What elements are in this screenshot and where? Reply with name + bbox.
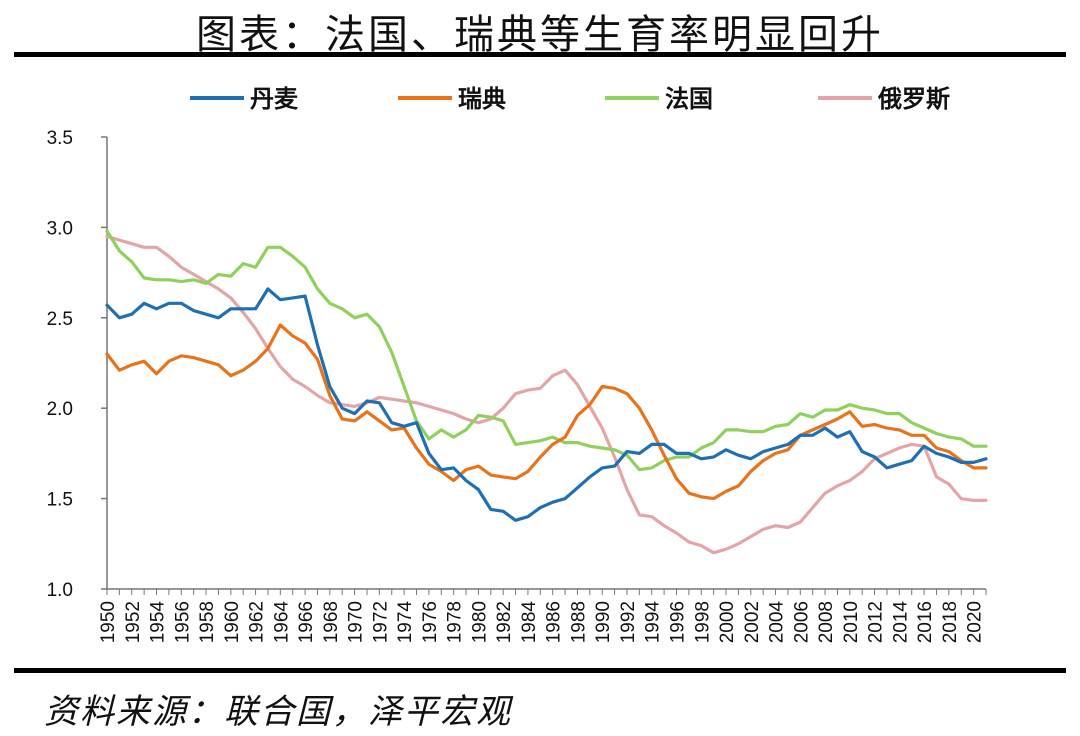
x-tick-label: 1974 xyxy=(395,601,416,644)
x-tick-label: 2014 xyxy=(890,601,911,644)
x-tick-label: 1966 xyxy=(296,601,317,643)
x-tick-label: 2010 xyxy=(841,601,862,643)
legend-item: 俄罗斯 xyxy=(818,85,950,113)
x-tick-label: 1976 xyxy=(420,601,441,643)
x-tick-label: 1970 xyxy=(346,601,367,643)
x-tick-label: 1986 xyxy=(544,601,565,643)
legend-label: 法国 xyxy=(665,85,713,113)
x-tick-label: 1960 xyxy=(222,601,243,643)
legend-item: 丹麦 xyxy=(190,85,299,113)
x-tick-label: 1972 xyxy=(370,601,391,643)
x-tick-label: 1956 xyxy=(172,601,193,643)
top-rule xyxy=(14,52,1066,57)
x-tick-label: 2002 xyxy=(742,601,763,643)
x-tick-label: 1980 xyxy=(469,601,490,643)
x-tick-label: 1994 xyxy=(643,601,664,644)
line-chart: 丹麦 瑞典 法国 俄罗斯 1.0 1.5 2.0 2.5 3.0 3.5 1950 1952 1954… xyxy=(47,85,988,644)
x-tick-label: 1990 xyxy=(593,601,614,643)
y-tick-label: 1.0 xyxy=(47,580,73,601)
x-tick-label: 1998 xyxy=(692,601,713,643)
y-tick-label: 3.0 xyxy=(47,218,73,239)
legend-label: 俄罗斯 xyxy=(877,85,950,113)
series-line-瑞典 xyxy=(105,323,988,501)
legend-label: 丹麦 xyxy=(250,85,299,113)
y-tick-label: 3.5 xyxy=(47,128,73,149)
x-tick-label: 2016 xyxy=(915,601,936,643)
x-tick-label: 1982 xyxy=(494,601,515,643)
bottom-rule xyxy=(14,668,1066,673)
x-tick-label: 2006 xyxy=(791,601,812,643)
chart-title: 图表：法国、瑞典等生育率明显回升 xyxy=(196,12,884,58)
series-line-俄罗斯 xyxy=(105,234,988,555)
x-tick-label: 2012 xyxy=(866,601,887,643)
legend-label: 瑞典 xyxy=(458,85,506,113)
x-tick-label: 2008 xyxy=(816,601,837,643)
series-layer xyxy=(105,229,988,555)
y-tick-label: 2.5 xyxy=(47,309,73,330)
legend-item: 瑞典 xyxy=(398,85,506,113)
x-tick-label: 1950 xyxy=(98,601,119,643)
x-tick-label: 1952 xyxy=(123,601,144,643)
x-tick-label: 2018 xyxy=(940,601,961,643)
x-tick-label: 1968 xyxy=(321,601,342,643)
series-line-丹麦 xyxy=(105,287,988,522)
x-tick-label: 1954 xyxy=(148,601,169,644)
x-tick-label: 2000 xyxy=(717,601,738,643)
x-tick-label: 1996 xyxy=(667,601,688,643)
x-tick-label: 1992 xyxy=(618,601,639,643)
x-tick-label: 1984 xyxy=(519,601,540,644)
x-tick-label: 1958 xyxy=(197,601,218,643)
legend-item: 法国 xyxy=(605,85,713,113)
x-tick-label: 2020 xyxy=(965,601,986,643)
series-line-法国 xyxy=(105,229,988,472)
y-tick-label: 1.5 xyxy=(47,490,73,511)
x-tick-label: 1962 xyxy=(247,601,268,643)
y-tick-label: 2.0 xyxy=(47,399,73,420)
x-tick-label: 2004 xyxy=(767,601,788,644)
source-note: 资料来源：联合国，泽平宏观 xyxy=(44,692,512,732)
x-tick-label: 1978 xyxy=(445,601,466,643)
legend: 丹麦 瑞典 法国 俄罗斯 xyxy=(190,85,950,113)
x-tick-label: 1964 xyxy=(271,601,292,644)
x-tick-label: 1988 xyxy=(568,601,589,643)
